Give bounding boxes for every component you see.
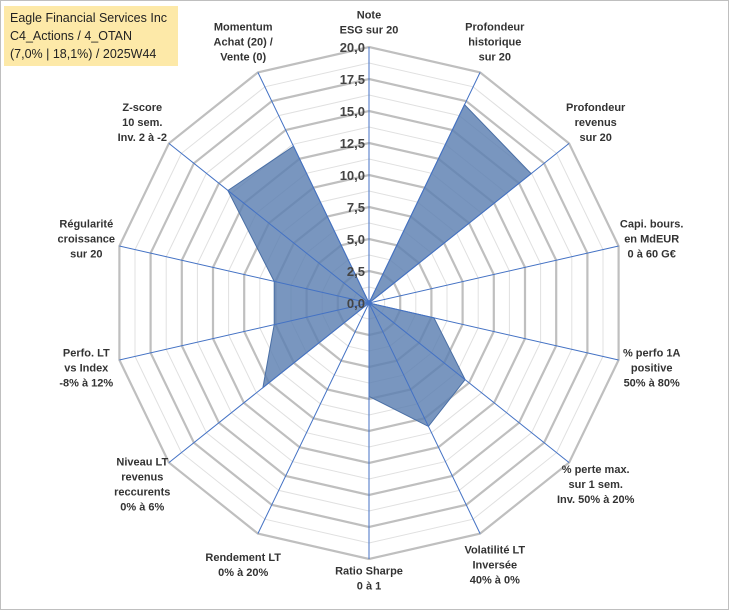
axis-label: Régularité croissance sur 20: [58, 219, 115, 261]
axis-label: Momentum Achat (20) / Vente (0): [214, 22, 273, 64]
axis-label-line: revenus: [121, 471, 163, 483]
axis-label-line: positive: [631, 363, 673, 375]
axis-spoke: [368, 72, 481, 304]
axis-label-line: Perfo. LT: [63, 348, 110, 360]
axis-spoke: [257, 72, 370, 304]
axis-label: Note ESG sur 20: [340, 10, 399, 37]
axis-spoke: [168, 143, 370, 304]
axis-label-line: reccurents: [114, 486, 170, 498]
axis-label-line: Profondeur: [566, 102, 626, 114]
axis-label-line: Momentum: [214, 22, 273, 34]
tick-label: 2,5: [347, 264, 365, 279]
tick-label: 7,5: [347, 200, 365, 215]
axis-label-line: revenus: [575, 117, 617, 129]
axis-spoke: [119, 245, 370, 304]
tick-label: 15,0: [340, 104, 365, 119]
axis-spoke: [168, 302, 370, 463]
axis-label: Capi. bours. en MdEUR 0 à 60 G€: [620, 219, 684, 261]
axis-spoke: [368, 302, 619, 361]
axis-spoke: [368, 245, 619, 304]
axis-label-line: sur 20: [579, 132, 611, 144]
tick-label: 17,5: [340, 72, 365, 87]
axis-label-line: 0 à 60 G€: [628, 249, 676, 261]
axis-spoke: [119, 302, 370, 361]
axis-label-line: 0% à 20%: [218, 567, 268, 579]
tick-label: 5,0: [347, 232, 365, 247]
axis-label-line: Achat (20) /: [214, 37, 273, 49]
axis-label-line: 50% à 80%: [624, 378, 680, 390]
axis-label-line: Volatilité LT: [464, 544, 525, 556]
axis-spoke: [368, 143, 570, 304]
axis-label-line: Régularité: [59, 219, 113, 231]
axis-label: Rendement LT 0% à 20%: [205, 552, 281, 579]
axis-label-line: sur 20: [70, 249, 102, 261]
axis-label-line: sur 20: [479, 52, 511, 64]
axis-label-line: ESG sur 20: [340, 25, 399, 37]
axis-label: Profondeur revenus sur 20: [566, 102, 626, 144]
axis-label-line: Vente (0): [220, 52, 266, 64]
axis-label-line: % perte max.: [562, 464, 630, 476]
axis-label-line: Inv. 50% à 20%: [557, 494, 635, 506]
axis-label-line: Note: [357, 10, 381, 22]
axis-label-line: % perfo 1A: [623, 348, 681, 360]
axis-label-line: Inversée: [472, 559, 517, 571]
tick-label: 20,0: [340, 40, 365, 55]
data-series-area: [227, 103, 532, 428]
axis-spoke: [257, 302, 370, 534]
tick-label: 0,0: [347, 296, 365, 311]
axis-label-line: Niveau LT: [116, 456, 168, 468]
axis-label: Profondeur historique sur 20: [465, 22, 525, 64]
axis-label-line: Z-score: [122, 102, 162, 114]
axis-label-line: vs Index: [64, 363, 109, 375]
axis-label: % perfo 1A positive 50% à 80%: [623, 348, 681, 390]
title-line-stats: (7,0% | 18,1%) / 2025W44: [10, 47, 157, 61]
axis-label-line: 0 à 1: [357, 581, 381, 593]
title-line-company: Eagle Financial Services Inc: [10, 11, 168, 25]
axis-label: Volatilité LT Inversée 40% à 0%: [464, 544, 525, 586]
chart-title: Eagle Financial Services Inc C4_Actions …: [4, 6, 178, 66]
axis-label-line: Capi. bours.: [620, 219, 684, 231]
axis-label: Niveau LT revenus reccurents 0% à 6%: [114, 456, 170, 513]
axis-label-line: Ratio Sharpe: [335, 566, 403, 578]
tick-label: 12,5: [340, 136, 365, 151]
axis-label: Perfo. LT vs Index -8% à 12%: [59, 348, 113, 390]
axis-label-line: -8% à 12%: [59, 378, 113, 390]
axis-label-line: 10 sem.: [122, 117, 162, 129]
axis-label-line: Profondeur: [465, 22, 525, 34]
axis-label-line: croissance: [58, 234, 115, 246]
title-line-category: C4_Actions / 4_OTAN: [10, 29, 133, 43]
axis-label: % perte max. sur 1 sem. Inv. 50% à 20%: [557, 464, 635, 506]
axis-label-line: 0% à 6%: [120, 501, 164, 513]
axis-label-line: en MdEUR: [624, 234, 679, 246]
axis-spoke: [368, 302, 570, 463]
axis-label-line: Rendement LT: [205, 552, 281, 564]
axis-label-line: Inv. 2 à -2: [118, 132, 167, 144]
axis-label-line: 40% à 0%: [470, 574, 520, 586]
axis-label-line: sur 1 sem.: [568, 479, 622, 491]
axis-spoke: [368, 302, 481, 534]
axis-label-line: historique: [468, 37, 521, 49]
axis-label: Z-score 10 sem. Inv. 2 à -2: [118, 102, 167, 144]
axis-label: Ratio Sharpe 0 à 1: [335, 566, 403, 593]
tick-label: 10,0: [340, 168, 365, 183]
